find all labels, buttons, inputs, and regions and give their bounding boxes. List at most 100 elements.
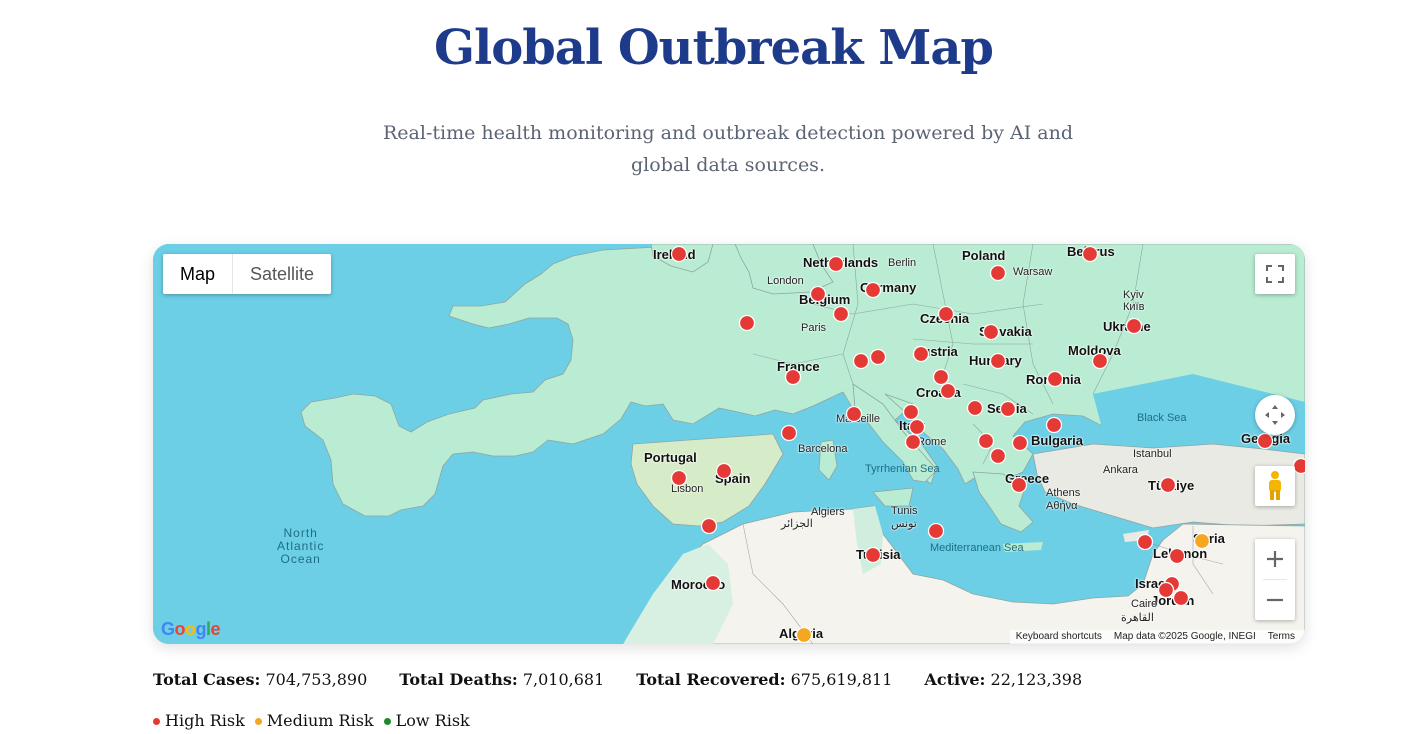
landmass-crete — [1003, 542, 1043, 552]
high-risk-marker[interactable] — [784, 368, 802, 386]
landmass-britain — [734, 244, 834, 295]
high-risk-marker[interactable] — [937, 305, 955, 323]
zoom-in-icon — [1267, 551, 1283, 567]
medium-risk-marker[interactable] — [1193, 532, 1211, 550]
medium-risk-marker[interactable] — [795, 626, 813, 644]
stat-total-deaths-label: Total Deaths: — [399, 670, 518, 689]
label-portugal: Portugal — [644, 450, 697, 465]
zoom-control[interactable] — [1255, 539, 1295, 620]
fullscreen-button[interactable] — [1255, 254, 1295, 294]
map-base-layer[interactable] — [153, 244, 1305, 644]
high-risk-marker[interactable] — [704, 574, 722, 592]
high-risk-marker[interactable] — [827, 255, 845, 273]
high-risk-marker[interactable] — [869, 348, 887, 366]
high-risk-marker[interactable] — [999, 400, 1017, 418]
high-risk-marker[interactable] — [780, 424, 798, 442]
high-risk-marker[interactable] — [904, 433, 922, 451]
stat-active: Active: 22,123,398 — [924, 670, 1082, 689]
label-black-sea: Black Sea — [1137, 412, 1187, 424]
stat-total-recovered-value: 675,619,811 — [790, 670, 893, 689]
landmass-sardinia — [818, 439, 838, 481]
high-risk-marker[interactable] — [852, 352, 870, 370]
high-risk-marker[interactable] — [1046, 370, 1064, 388]
zoom-out-button[interactable] — [1255, 580, 1295, 620]
terms-link[interactable]: Terms — [1267, 631, 1295, 642]
stat-active-label: Active: — [924, 670, 986, 689]
high-risk-marker[interactable] — [908, 418, 926, 436]
high-risk-marker[interactable] — [1172, 589, 1190, 607]
camera-control-button[interactable] — [1255, 395, 1295, 435]
map-type-control[interactable]: Map Satellite — [163, 254, 332, 294]
high-risk-marker[interactable] — [939, 382, 957, 400]
keyboard-shortcuts-link[interactable]: Keyboard shortcuts — [1015, 631, 1102, 642]
stat-active-value: 22,123,398 — [990, 670, 1083, 689]
legend-low-label: Low Risk — [395, 711, 470, 730]
high-risk-marker[interactable] — [912, 345, 930, 363]
high-risk-marker[interactable] — [989, 447, 1007, 465]
label-ocean-line-3: Ocean — [280, 552, 321, 566]
outbreak-map[interactable]: Ireland Netherlands Poland Belarus Belgi… — [153, 244, 1305, 644]
label-istanbul: Istanbul — [1133, 448, 1172, 460]
label-cairo-native: القاهرة — [1121, 612, 1154, 624]
high-risk-marker[interactable] — [670, 245, 688, 263]
label-ankara: Ankara — [1103, 464, 1138, 476]
high-risk-marker[interactable] — [1168, 547, 1186, 565]
page-subtitle: Real-time health monitoring and outbreak… — [383, 122, 1073, 176]
google-logo-g: G — [161, 619, 175, 639]
high-risk-marker[interactable] — [1157, 581, 1175, 599]
label-tyrrhenian-sea: Tyrrhenian Sea — [865, 463, 940, 475]
zoom-in-button[interactable] — [1255, 539, 1295, 579]
landmass-sicily — [872, 487, 914, 507]
high-risk-marker[interactable] — [902, 403, 920, 421]
high-risk-marker[interactable] — [1256, 432, 1274, 450]
high-risk-marker[interactable] — [932, 368, 950, 386]
label-ocean: North Atlantic Ocean — [277, 527, 324, 566]
high-risk-marker[interactable] — [1081, 245, 1099, 263]
google-logo-o1: o — [174, 619, 186, 639]
stat-total-cases-label: Total Cases: — [153, 670, 261, 689]
stats-bar: Total Cases: 704,753,890 Total Deaths: 7… — [153, 670, 1082, 689]
label-kyiv-native: Київ — [1123, 301, 1145, 313]
high-risk-marker[interactable] — [738, 314, 756, 332]
high-risk-marker[interactable] — [1159, 476, 1177, 494]
high-risk-marker[interactable] — [982, 323, 1000, 341]
legend-medium-dot — [254, 718, 262, 725]
high-risk-marker[interactable] — [700, 517, 718, 535]
high-risk-marker[interactable] — [1292, 457, 1306, 475]
black-sea — [1093, 374, 1305, 446]
map-attribution: Keyboard shortcuts Map data ©2025 Google… — [1009, 630, 1305, 644]
high-risk-marker[interactable] — [989, 352, 1007, 370]
label-bulgaria: Bulgaria — [1031, 433, 1084, 448]
legend-low-dot — [383, 718, 391, 725]
map-type-satellite-button[interactable]: Satellite — [250, 264, 315, 284]
high-risk-marker[interactable] — [864, 546, 882, 564]
street-view-button[interactable] — [1255, 466, 1295, 506]
high-risk-marker[interactable] — [1136, 533, 1154, 551]
high-risk-marker[interactable] — [1045, 416, 1063, 434]
high-risk-marker[interactable] — [1010, 476, 1028, 494]
high-risk-marker[interactable] — [977, 432, 995, 450]
google-logo-g2: g — [195, 619, 207, 639]
high-risk-marker[interactable] — [845, 405, 863, 423]
high-risk-marker[interactable] — [927, 522, 945, 540]
map-type-map-button[interactable]: Map — [163, 254, 234, 294]
high-risk-marker[interactable] — [966, 399, 984, 417]
label-athens: Athens — [1046, 487, 1081, 499]
stat-total-cases-value: 704,753,890 — [265, 670, 368, 689]
high-risk-marker[interactable] — [715, 462, 733, 480]
outbreak-markers[interactable] — [153, 244, 1305, 644]
landmass-morocco — [623, 544, 733, 644]
label-mediterranean-sea: Mediterranean Sea — [930, 542, 1024, 554]
high-risk-marker[interactable] — [989, 264, 1007, 282]
high-risk-marker[interactable] — [832, 305, 850, 323]
high-risk-marker[interactable] — [864, 281, 882, 299]
zoom-separator — [1263, 579, 1287, 580]
google-logo[interactable]: Google — [161, 619, 221, 640]
high-risk-marker[interactable] — [1011, 434, 1029, 452]
high-risk-marker[interactable] — [670, 469, 688, 487]
high-risk-marker[interactable] — [809, 285, 827, 303]
stat-total-deaths-value: 7,010,681 — [522, 670, 605, 689]
high-risk-marker[interactable] — [1125, 317, 1143, 335]
high-risk-marker[interactable] — [1091, 352, 1109, 370]
page-title: Global Outbreak Map — [434, 20, 994, 76]
